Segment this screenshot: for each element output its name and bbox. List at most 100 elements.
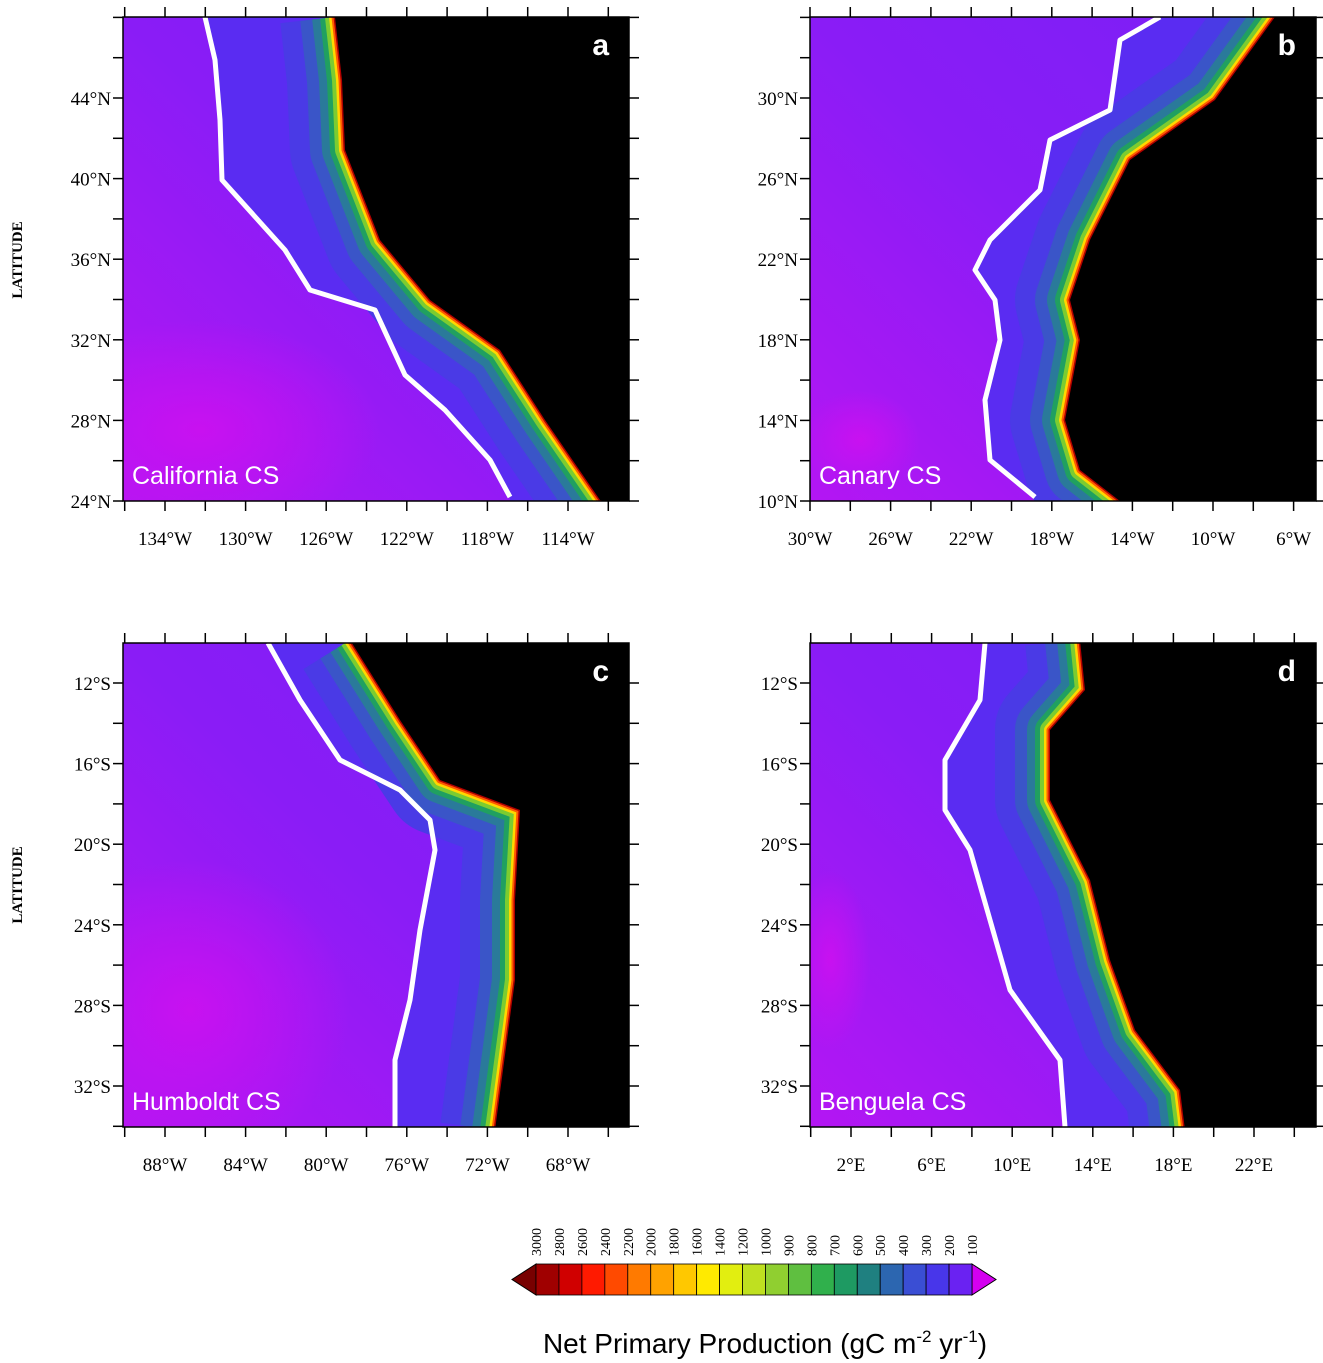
colorbar-label: 1400 [714,1228,729,1256]
region-name: Humboldt CS [132,1088,281,1116]
lat-label: 12°S [74,674,111,695]
colorbar-title: Net Primary Production (gC m-2 yr-1) [543,1327,987,1359]
colorbar-label: 1000 [759,1228,774,1256]
title-text: Net Primary Production (gC m [543,1328,916,1359]
colorbar-label: 2400 [599,1228,614,1256]
colorbar-label: 900 [782,1235,797,1256]
panel-letter: d [1278,655,1296,688]
lon-label: 18°E [1154,1155,1192,1176]
colorbar: 3000 2800 2600 2400 2200 2000 1800 1600 1400 1200… [511,1228,997,1296]
colorbar-label: 1800 [668,1228,683,1256]
colorbar-label: 2200 [622,1228,637,1256]
colorbar-box [925,1263,950,1296]
lon-label: 114°W [541,529,594,550]
oligotrophic-patch [810,390,920,490]
panel-letter: b [1278,29,1296,62]
map [123,643,629,1127]
land [335,17,629,501]
lon-label: 84°W [223,1155,268,1176]
lat-label: 18°N [758,331,799,352]
colorbar-label: 1600 [691,1228,706,1256]
lat-label: 28°S [761,996,798,1017]
lon-label: 72°W [465,1155,510,1176]
colorbar-label: 600 [851,1235,866,1256]
colorbar-box [810,1263,835,1296]
boundary-line [972,17,1162,499]
colorbar-box [581,1263,606,1296]
lat-label: 12°S [761,674,798,695]
lon-label: 10°W [1191,529,1236,550]
colorbar-box [788,1263,812,1296]
lat-label: 26°N [758,170,799,191]
lat-label: 20°S [761,835,798,856]
panel-letter: c [592,655,609,688]
boundary-line [265,643,438,1127]
lat-label: 28°N [71,411,112,432]
lon-label: 122°W [380,529,434,550]
lat-label: 22°N [758,250,799,271]
colorbar-box [742,1263,766,1296]
map [123,17,629,501]
land [1065,17,1316,501]
region-name: Benguela CS [819,1088,966,1116]
lon-label: 68°W [546,1155,591,1176]
lon-label: 18°W [1030,529,1075,550]
oligotrophic-patch [123,320,380,501]
lat-label: 28°S [74,996,111,1017]
lat-label: 32°N [71,331,112,352]
title-text: yr [932,1328,963,1359]
lon-label: 30°W [788,529,833,550]
colorbar-label: 2000 [645,1228,660,1256]
colorbar-box [627,1263,652,1296]
oligotrophic-patch [810,870,870,1050]
lon-label: 80°W [304,1155,349,1176]
colorbar-box [696,1263,720,1296]
map-panel: a California CS 44°N 40°N 36°N 32°N 28°N 24°N 13… [71,7,639,550]
lat-label: 16°S [761,755,798,776]
lon-label: 26°W [868,529,913,550]
lat-label: 44°N [71,89,112,110]
lon-label: 130°W [219,529,273,550]
boundary-line [942,643,1068,1127]
map [810,643,1316,1127]
lat-label: 32°S [74,1077,111,1098]
colorbar-box [535,1263,560,1296]
lat-label: 14°N [758,411,799,432]
colorbar-box [902,1263,927,1296]
lon-label: 126°W [299,529,353,550]
boundary-line [202,17,513,499]
y-axis-label: LATITUDE [10,221,26,298]
colorbar-label: 400 [897,1235,912,1256]
lon-label: 14°E [1074,1155,1112,1176]
lat-label: 24°S [761,916,798,937]
lat-label: 24°N [71,492,112,513]
land [351,643,629,1127]
colorbar-label: 3000 [530,1228,545,1256]
lat-label: 36°N [71,250,112,271]
colorbar-box [856,1263,881,1296]
land [1050,643,1316,1127]
lat-label: 32°S [761,1077,798,1098]
region-name: Canary CS [819,462,941,490]
colorbar-label: 800 [805,1235,820,1256]
colorbar-label: 700 [828,1235,843,1256]
colorbar-label: 500 [874,1235,889,1256]
lon-label: 14°W [1110,529,1155,550]
oligotrophic-patch [123,860,350,1127]
lat-label: 24°S [74,916,111,937]
colorbar-box [719,1263,743,1296]
map [810,17,1316,501]
colorbar-label: 300 [920,1235,935,1256]
colorbar-box [604,1263,629,1296]
colorbar-label: 2600 [576,1228,591,1256]
title-sup: -2 [916,1327,931,1346]
lon-label: 6°W [1276,529,1311,550]
lon-label: 6°E [917,1155,946,1176]
colorbar-box [650,1263,675,1296]
colorbar-box [765,1263,789,1296]
map-panel: d Benguela CS 12°S 16°S 20°S 24°S 28°S 32°S 2°E 6… [761,633,1323,1176]
lat-label: 40°N [71,170,112,191]
colorbar-box [673,1263,698,1296]
y-axis-label: LATITUDE [10,846,26,923]
